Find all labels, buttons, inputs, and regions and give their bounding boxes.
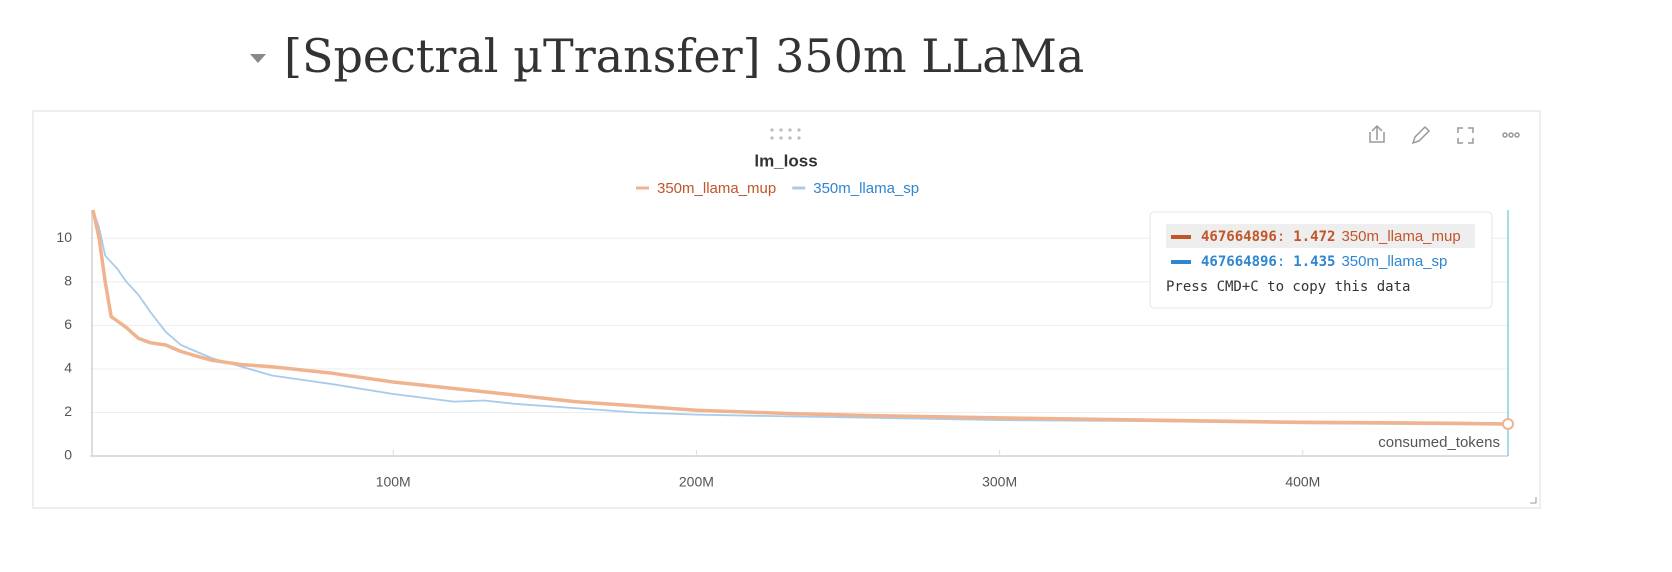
y-tick-label: 6 bbox=[64, 316, 72, 332]
legend-label: 350m_llama_sp bbox=[813, 180, 919, 197]
x-axis-label: consumed_tokens bbox=[1378, 434, 1500, 451]
chart-title: lm_loss bbox=[754, 151, 817, 170]
section-title: [Spectral µTransfer] 350m LLaMa bbox=[284, 29, 1084, 83]
y-tick-label: 10 bbox=[56, 229, 72, 245]
more-icon[interactable] bbox=[1502, 132, 1520, 138]
tooltip-value: 467664896 bbox=[1201, 254, 1277, 270]
x-tick-label: 100M bbox=[376, 474, 411, 490]
tooltip-label: 467664896: 1.435 350m_llama_sp bbox=[1201, 253, 1447, 270]
share-icon[interactable] bbox=[1369, 124, 1385, 143]
legend-label: 350m_llama_mup bbox=[657, 180, 776, 197]
collapse-toggle[interactable] bbox=[250, 54, 266, 63]
tooltip-value: : bbox=[1277, 254, 1285, 270]
series-line bbox=[92, 209, 1509, 426]
y-tick-label: 0 bbox=[64, 447, 72, 463]
tooltip-value: : bbox=[1277, 229, 1285, 245]
tooltip-value: 1.435 bbox=[1293, 254, 1335, 270]
x-tick-label: 400M bbox=[1285, 474, 1320, 490]
series-line bbox=[91, 209, 1509, 426]
panel-frame bbox=[32, 110, 1541, 509]
y-tick-label: 8 bbox=[64, 273, 72, 289]
x-tick-label: 300M bbox=[982, 474, 1017, 490]
tooltip-series: 350m_llama_mup bbox=[1341, 228, 1460, 245]
tooltip-highlight bbox=[1166, 224, 1475, 248]
resize-handle[interactable] bbox=[1530, 497, 1537, 504]
edit-icon[interactable] bbox=[1411, 125, 1431, 145]
tooltip-value: 467664896 bbox=[1201, 229, 1277, 245]
x-tick-label: 200M bbox=[679, 474, 714, 490]
tooltip-hint: Press CMD+C to copy this data bbox=[1166, 279, 1410, 295]
y-tick-label: 2 bbox=[64, 403, 72, 419]
tooltip-value: 1.472 bbox=[1293, 229, 1335, 245]
tooltip-series: 350m_llama_sp bbox=[1341, 253, 1447, 270]
hover-point bbox=[1502, 417, 1514, 430]
y-tick-label: 4 bbox=[64, 360, 72, 376]
drag-handle[interactable] bbox=[770, 128, 801, 140]
fullscreen-icon[interactable] bbox=[1457, 127, 1474, 144]
tooltip-label: 467664896: 1.472 350m_llama_mup bbox=[1201, 228, 1461, 245]
